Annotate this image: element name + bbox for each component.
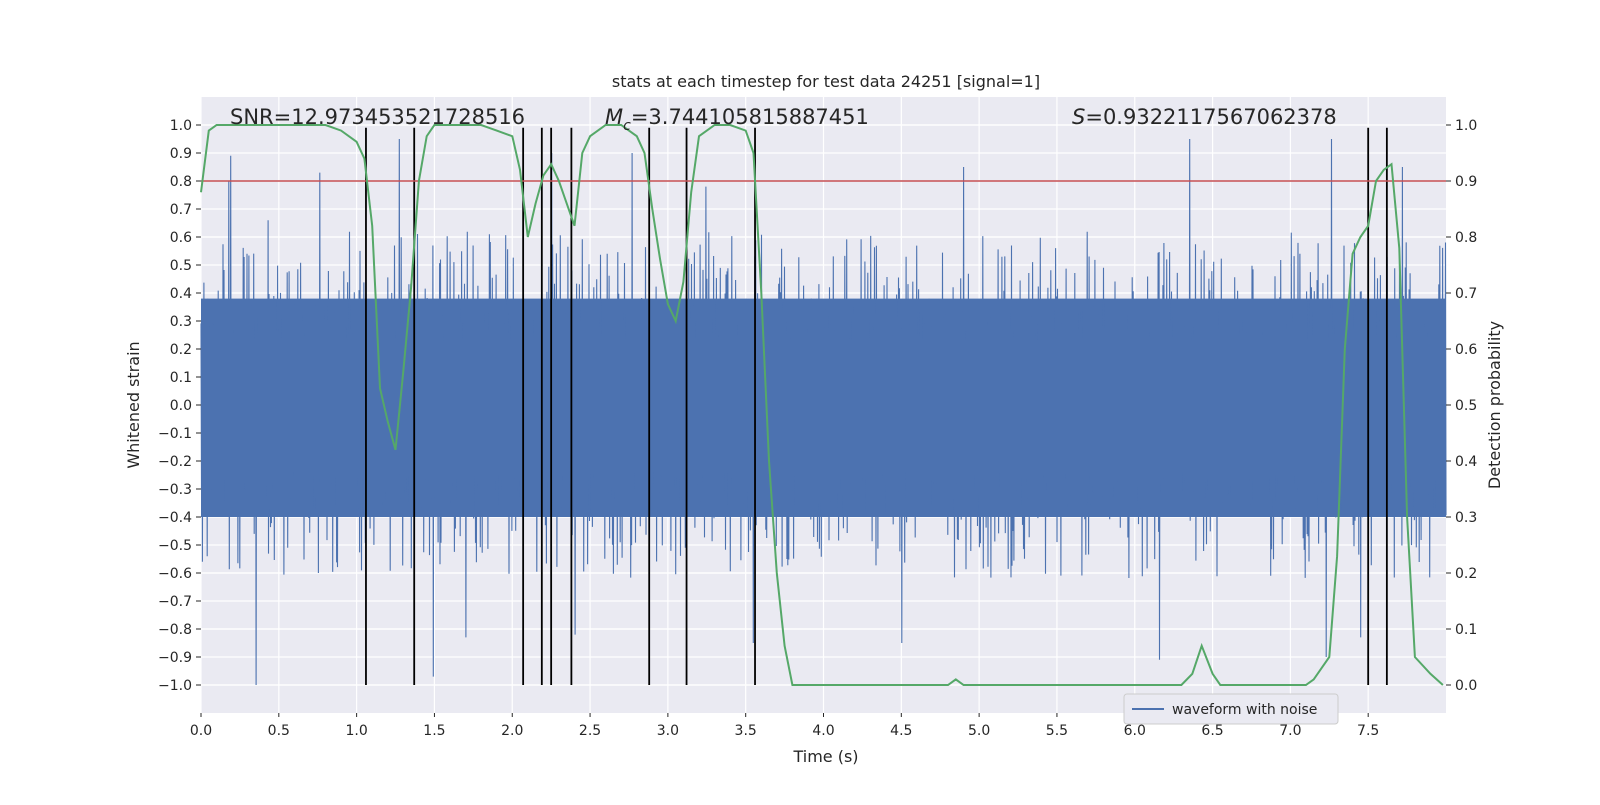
legend-box — [1123, 693, 1339, 725]
x-tick-label: 0.5 — [268, 723, 290, 739]
y-tick-label: 0.6 — [170, 230, 192, 246]
x-tick-label: 4.0 — [812, 723, 834, 739]
y-tick-label: 0.2 — [170, 342, 192, 358]
y2-axis-label: Detection probability — [1485, 321, 1504, 489]
x-tick-label: 1.5 — [423, 723, 445, 739]
y-tick-label: 0.5 — [170, 258, 192, 274]
snr-annotation: SNR=12.973453521728516 — [230, 105, 525, 129]
chirp-mass-symbol: M — [605, 105, 623, 129]
y2-tick-label: 0.8 — [1455, 230, 1477, 246]
tick-labels: 0.0 0.5 1.0 1.5 2.0 2.5 3.0 3.5 4.0 4.5 5.0 5.5 6.0 6… — [158, 118, 1477, 739]
y2-tick-label: 0.6 — [1455, 342, 1477, 358]
y2-tick-label: 0.0 — [1455, 678, 1477, 694]
s-annotation: S=0.9322117567062378 — [1072, 105, 1337, 129]
waveform-line — [200, 138, 1447, 686]
y-tick-label: −0.3 — [158, 482, 192, 498]
y2-tick-label: 0.2 — [1455, 566, 1477, 582]
x-tick-label: 2.0 — [501, 723, 523, 739]
y-tick-label: −0.4 — [158, 510, 192, 526]
y-tick-label: 0.7 — [170, 202, 192, 218]
s-value: =0.9322117567062378 — [1085, 105, 1336, 129]
legend: waveform with noise — [1123, 693, 1339, 725]
y2-tick-label: 0.3 — [1455, 510, 1477, 526]
x-tick-label: 0.0 — [190, 723, 212, 739]
detection-probability-line — [200, 124, 1444, 686]
x-tick-label: 5.5 — [1046, 723, 1068, 739]
y-tick-label: 0.9 — [170, 146, 192, 162]
legend-label: waveform with noise — [1172, 702, 1317, 718]
y-tick-label: −0.6 — [158, 566, 192, 582]
y-tick-label: 0.1 — [170, 370, 192, 386]
x-tick-label: 6.0 — [1124, 723, 1146, 739]
y-tick-label: 1.0 — [170, 118, 192, 134]
y-tick-label: 0.0 — [170, 398, 192, 414]
chart-title: stats at each timestep for test data 242… — [612, 72, 1040, 91]
x-tick-label: 2.5 — [579, 723, 601, 739]
y-tick-label: −0.1 — [158, 426, 192, 442]
y-tick-label: −0.5 — [158, 538, 192, 554]
y-axis-label: Whitened strain — [124, 341, 143, 468]
y-tick-label: −0.7 — [158, 594, 192, 610]
y-tick-label: 0.8 — [170, 174, 192, 190]
chirp-mass-annotation: Mc=3.744105815887451 — [605, 105, 869, 134]
x-tick-label: 6.5 — [1201, 723, 1223, 739]
x-tick-label: 7.5 — [1357, 723, 1379, 739]
y-tick-label: −0.9 — [158, 650, 192, 666]
y2-tick-label: 0.7 — [1455, 286, 1477, 302]
x-tick-label: 4.5 — [890, 723, 912, 739]
x-tick-label: 3.0 — [657, 723, 679, 739]
y-tick-label: 0.3 — [170, 314, 192, 330]
x-axis-label: Time (s) — [792, 747, 858, 766]
x-tick-label: 7.0 — [1279, 723, 1301, 739]
y2-tick-label: 0.4 — [1455, 454, 1477, 470]
y2-tick-label: 1.0 — [1455, 118, 1477, 134]
x-tick-label: 3.5 — [735, 723, 757, 739]
x-tick-label: 1.0 — [345, 723, 367, 739]
chirp-mass-subscript: c — [623, 118, 631, 134]
s-symbol: S — [1072, 105, 1085, 129]
y-tick-label: −1.0 — [158, 678, 192, 694]
x-tick-label: 5.0 — [968, 723, 990, 739]
y-tick-label: 0.4 — [170, 286, 192, 302]
y-tick-label: −0.2 — [158, 454, 192, 470]
y2-tick-label: 0.9 — [1455, 174, 1477, 190]
chirp-mass-value: =3.744105815887451 — [631, 105, 869, 129]
y2-tick-label: 0.1 — [1455, 622, 1477, 638]
y2-tick-label: 0.5 — [1455, 398, 1477, 414]
y-tick-label: −0.8 — [158, 622, 192, 638]
waveform-series — [200, 138, 1447, 686]
